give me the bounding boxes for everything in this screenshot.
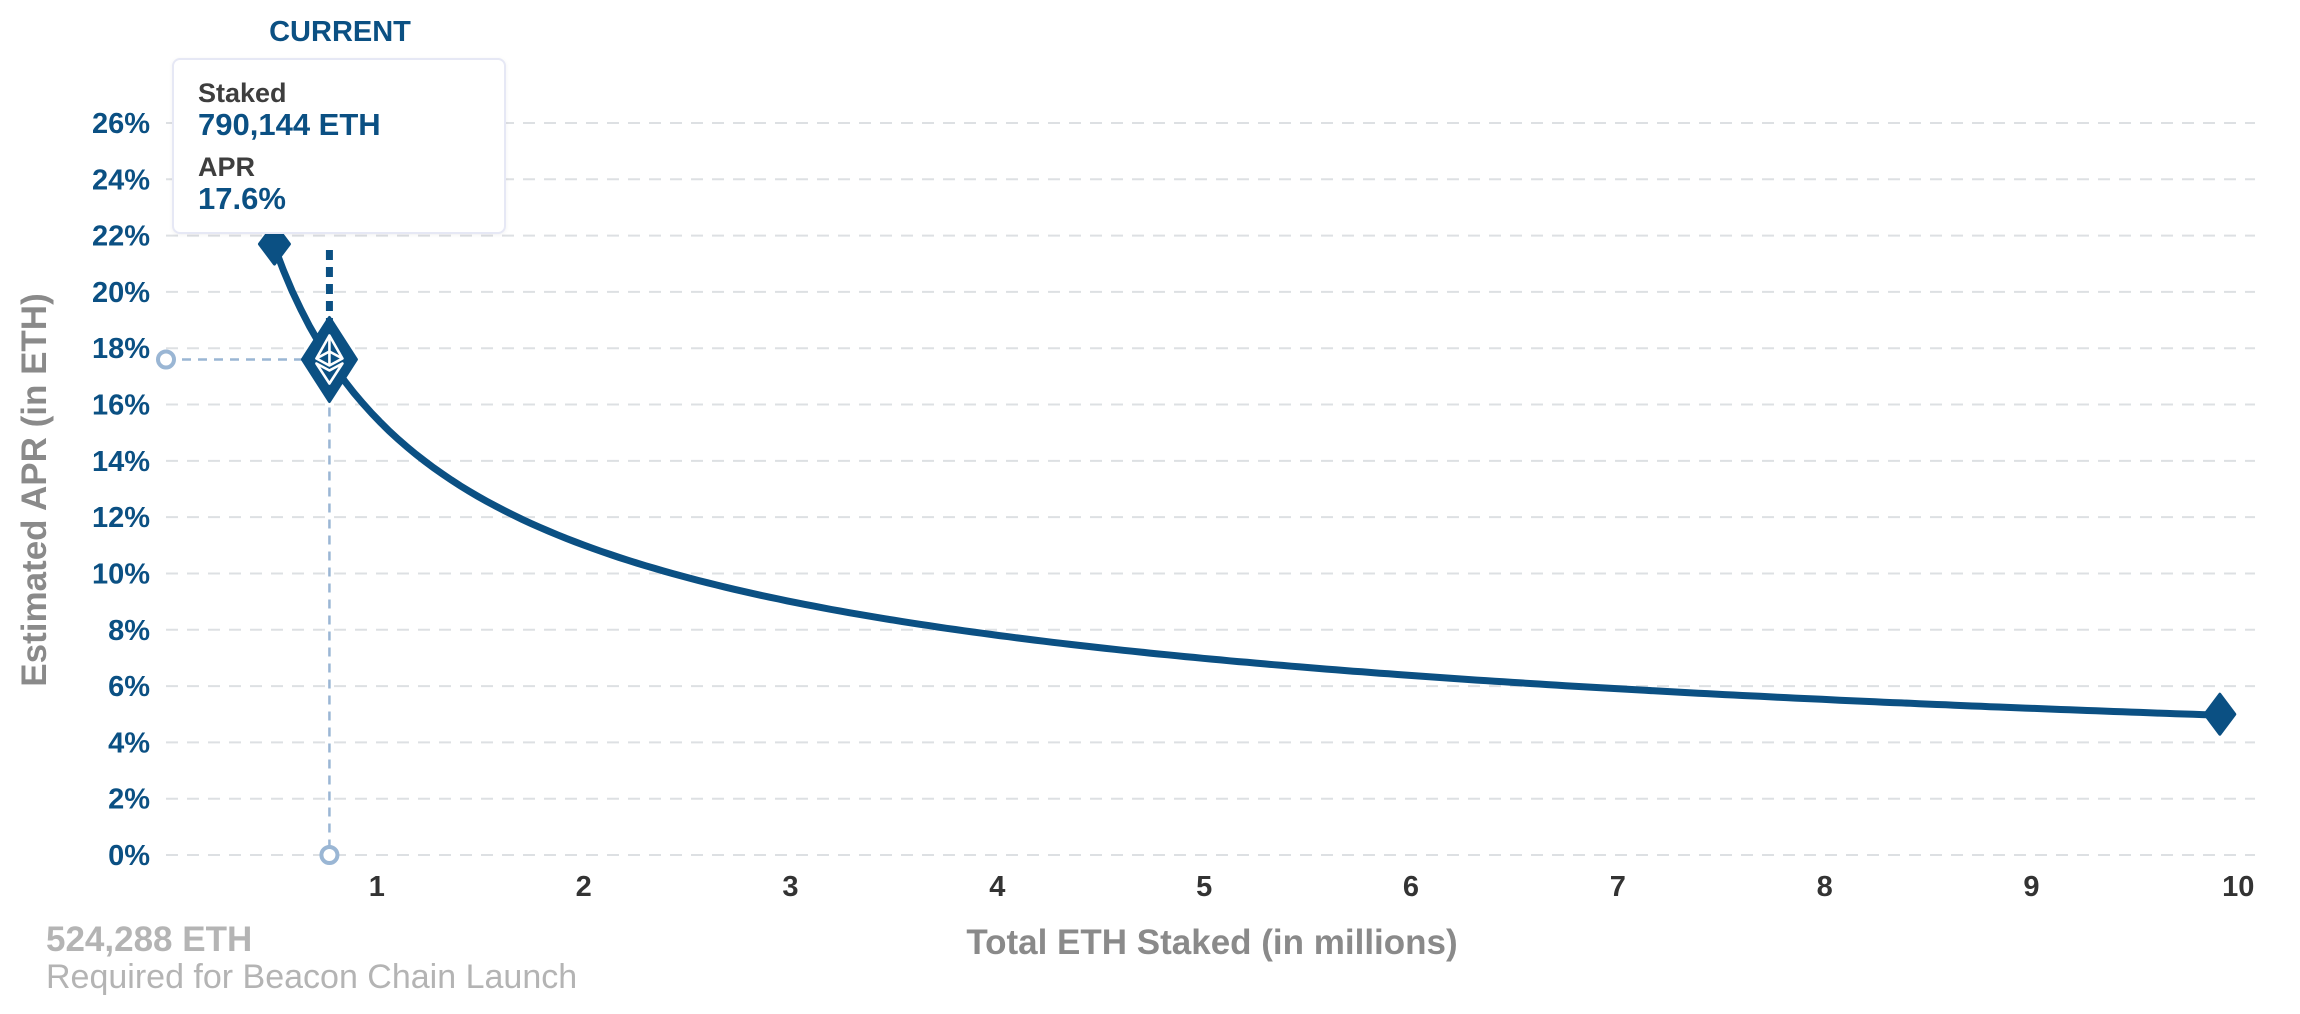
tooltip-staked-value: 790,144 ETH — [198, 107, 381, 142]
x-tick-label: 4 — [989, 871, 1005, 903]
launch-requirement-amount: 524,288 ETH — [46, 920, 253, 959]
launch-requirement-caption: Required for Beacon Chain Launch — [46, 958, 578, 996]
y-tick-label: 10% — [92, 558, 150, 590]
tooltip-apr-value: 17.6% — [198, 181, 286, 216]
eth-glyph-icon — [315, 334, 344, 385]
y-tick-label: 24% — [92, 164, 150, 196]
end-point-marker — [2203, 692, 2237, 736]
y-tick-label: 16% — [92, 390, 150, 422]
apr-curve — [270, 243, 2224, 719]
y-tick-label: 20% — [92, 277, 150, 309]
x-guide-endpoint — [319, 845, 340, 865]
x-tick-label: 7 — [1610, 871, 1626, 903]
current-tooltip: Staked 790,144 ETH APR 17.6% — [172, 58, 506, 234]
launch-point-marker — [257, 222, 291, 266]
y-tick-label: 14% — [92, 446, 150, 478]
y-tick-label: 26% — [92, 108, 150, 140]
curve-markers — [257, 222, 2237, 736]
x-tick-label: 10 — [2222, 871, 2254, 903]
x-tick-label: 8 — [1817, 871, 1833, 903]
y-axis-title: Estimated APR (in ETH) — [15, 293, 54, 686]
y-tick-label: 4% — [108, 727, 150, 759]
y-tick-label: 2% — [108, 784, 150, 816]
x-tick-label: 6 — [1403, 871, 1419, 903]
eth-glyph-bottom — [315, 362, 344, 385]
y-tick-label: 0% — [108, 840, 150, 872]
ethereum-diamond-icon — [300, 315, 358, 403]
eth-glyph-mid — [315, 350, 344, 360]
y-tick-label: 12% — [92, 502, 150, 534]
y-axis-ticks: 0% 2% 4% 6% 8% 10% 12% 14% 16% 18% 20% 22% 24% 26% — [92, 108, 150, 872]
x-axis-ticks: 1 2 3 4 5 6 7 8 9 10 — [369, 871, 2255, 903]
x-tick-label: 2 — [576, 871, 592, 903]
x-tick-label: 3 — [782, 871, 798, 903]
tooltip-apr-label: APR — [198, 152, 256, 182]
x-tick-label: 5 — [1196, 871, 1212, 903]
y-tick-label: 6% — [108, 671, 150, 703]
current-guides — [156, 250, 340, 865]
x-tick-label: 9 — [2023, 871, 2039, 903]
tooltip-staked-label: Staked — [198, 78, 287, 108]
x-axis-title: Total ETH Staked (in millions) — [966, 923, 1457, 962]
x-tick-label: 1 — [369, 871, 385, 903]
y-tick-label: 22% — [92, 221, 150, 253]
y-tick-label: 8% — [108, 615, 150, 647]
current-label: CURRENT — [269, 16, 411, 48]
y-tick-label: 18% — [92, 333, 150, 365]
y-guide-endpoint — [156, 349, 176, 370]
